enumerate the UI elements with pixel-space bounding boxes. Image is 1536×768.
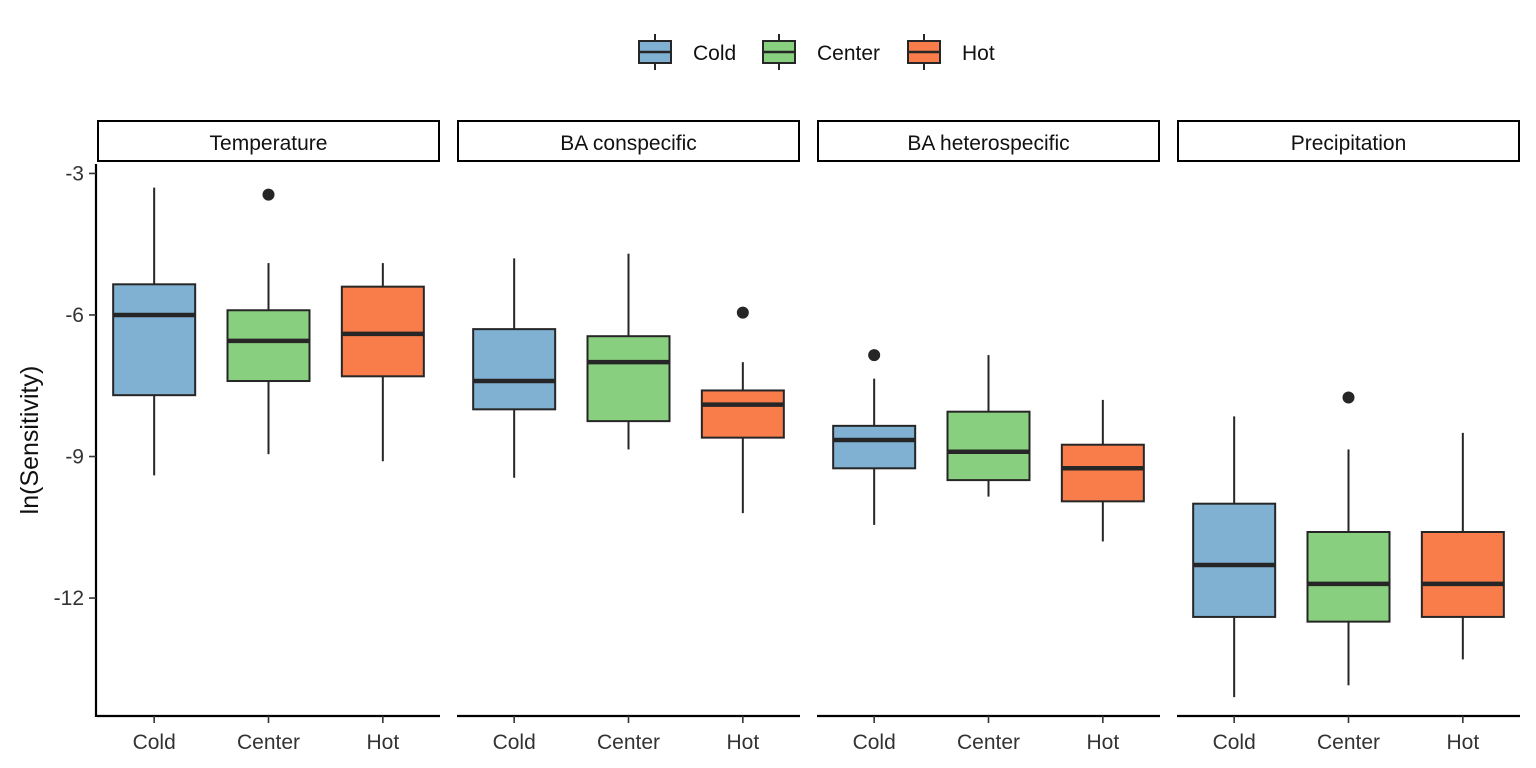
box-body	[700, 389, 785, 439]
legend-label: Hot	[962, 42, 995, 65]
x-tick-label: Center	[237, 731, 300, 754]
facet-strip	[1177, 120, 1520, 162]
legend-label: Cold	[693, 42, 736, 65]
facet-ba-conspecific: BA conspecific Cold Center Hot	[457, 120, 800, 754]
box-ba-conspecific-cold	[472, 258, 557, 478]
x-tick-label: Center	[597, 731, 660, 754]
legend-item-hot: Hot	[907, 34, 995, 70]
x-tick-label: Hot	[366, 731, 399, 754]
box-ba-heterospecific-cold	[832, 349, 917, 525]
box-body	[946, 410, 1031, 482]
box-precipitation-hot	[1420, 432, 1505, 660]
box-body	[832, 424, 917, 470]
box-ba-conspecific-hot	[700, 306, 785, 514]
box-ba-heterospecific-hot	[1060, 399, 1145, 542]
y-tick-label: -6	[65, 304, 84, 327]
x-tick-label: Hot	[726, 731, 759, 754]
outlier-point	[1342, 391, 1355, 404]
facet-strip-label: Temperature	[210, 132, 328, 155]
facet-strip-label: Precipitation	[1291, 132, 1407, 155]
facet-ba-heterospecific: BA heterospecific Cold Center Hot	[817, 120, 1160, 754]
box-body	[1420, 531, 1505, 618]
y-axis: -3 -6 -9 -12	[54, 162, 98, 717]
outlier-point	[262, 188, 275, 201]
y-tick-label: -12	[54, 587, 84, 610]
box-body	[472, 328, 557, 411]
x-tick-label: Cold	[493, 731, 536, 754]
box-precipitation-cold	[1192, 416, 1277, 698]
legend-label: Center	[817, 42, 880, 65]
x-tick-label: Cold	[1213, 731, 1256, 754]
x-tick-label: Cold	[133, 731, 176, 754]
box-body	[226, 309, 311, 383]
x-tick-label: Hot	[1086, 731, 1119, 754]
box-ba-conspecific-center	[586, 253, 671, 450]
facets: Temperature Cold Center Hot BA conspecific Co…	[97, 120, 1520, 754]
legend-item-cold: Cold	[638, 34, 736, 70]
box-precipitation-center	[1306, 391, 1391, 686]
box-body	[586, 335, 671, 423]
box-temperature-hot	[340, 263, 425, 462]
legend: Cold Center Hot	[638, 34, 995, 70]
outlier-point	[868, 349, 881, 362]
outlier-point	[736, 306, 749, 319]
facet-strip	[457, 120, 800, 162]
box-temperature-cold	[112, 187, 197, 476]
x-tick-label: Hot	[1446, 731, 1479, 754]
facet-precipitation: Precipitation Cold Center Hot	[1177, 120, 1520, 754]
legend-item-center: Center	[762, 34, 880, 70]
facet-strip	[97, 120, 440, 162]
box-body	[1060, 443, 1145, 503]
x-tick-label: Center	[957, 731, 1020, 754]
facet-strip-label: BA conspecific	[560, 132, 697, 155]
facet-strip-label: BA heterospecific	[907, 132, 1069, 155]
facet-temperature: Temperature Cold Center Hot	[97, 120, 440, 754]
y-axis-title: ln(Sensitivity)	[16, 366, 44, 515]
x-tick-label: Cold	[853, 731, 896, 754]
facet-strip	[817, 120, 1160, 162]
y-tick-label: -9	[65, 446, 84, 469]
box-ba-heterospecific-center	[946, 355, 1031, 497]
box-body	[112, 283, 197, 397]
box-temperature-center	[226, 188, 311, 455]
box-body	[1192, 502, 1277, 618]
box-body	[340, 285, 425, 378]
y-tick-label: -3	[65, 162, 84, 185]
box-body	[1306, 531, 1391, 623]
x-tick-label: Center	[1317, 731, 1380, 754]
